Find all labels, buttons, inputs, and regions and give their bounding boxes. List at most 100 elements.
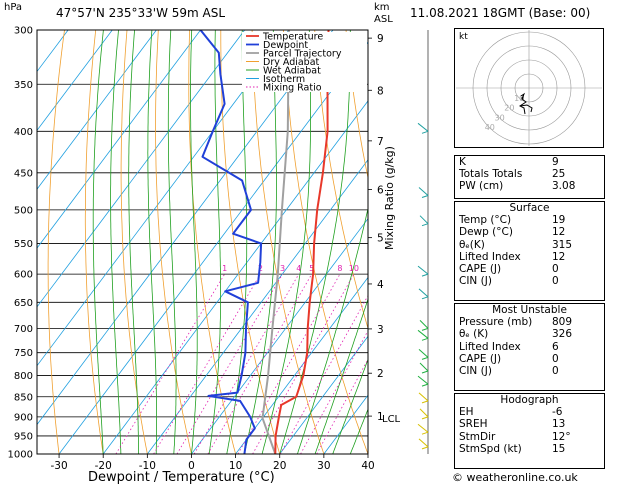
isotherm-line <box>37 30 157 190</box>
wet-adiabat <box>297 206 368 454</box>
wind-barb-flag <box>421 400 429 404</box>
isotherm-line <box>235 276 368 454</box>
km-tick-1: 1 <box>377 411 384 423</box>
wind-barb-flag <box>421 383 429 387</box>
wet-adiabat <box>314 297 368 454</box>
lcl-label: LCL <box>382 414 401 425</box>
index-label: θₑ (K) <box>459 328 489 341</box>
km-tick-6: 6 <box>377 185 384 197</box>
mixing-ratio-line <box>237 273 341 454</box>
legend-entry: Dewpoint <box>263 40 308 51</box>
wind-barb <box>419 320 429 329</box>
mixing-ratio-line <box>193 273 300 454</box>
isotherm-line <box>37 30 69 73</box>
table-row: CIN (J) 0 <box>455 365 604 377</box>
index-label: StmDir <box>459 430 496 443</box>
section-title: Surface <box>509 202 550 215</box>
table-row: SREH 13 <box>455 418 604 430</box>
index-label: Temp (°C) <box>459 214 512 227</box>
parcel-trajectory-line <box>261 30 290 454</box>
pressure-tick-450: 450 <box>14 168 33 179</box>
wind-barb <box>417 265 429 275</box>
pressure-tick-900: 900 <box>14 412 33 423</box>
dry-adiabat <box>84 30 104 454</box>
asl-label: ASL <box>374 14 393 25</box>
table-row: θₑ (K) 326 <box>455 328 604 340</box>
temperature-line <box>274 30 330 454</box>
km-tick-4: 4 <box>377 279 384 291</box>
index-value: -6 <box>552 406 563 419</box>
hodograph-trace <box>519 92 527 115</box>
wind-barb <box>417 329 429 339</box>
index-value: 15 <box>552 442 566 455</box>
temperature-tick-20: 20 <box>273 460 286 472</box>
wind-barb <box>419 215 429 225</box>
index-value: 12 <box>552 226 566 239</box>
pressure-tick-350: 350 <box>14 80 33 91</box>
mixing-ratio-line <box>115 273 225 454</box>
mixing-ratio-line <box>279 294 368 454</box>
index-value: 9 <box>552 156 559 169</box>
dry-adiabat <box>345 30 368 180</box>
table-title-row: Most Unstable <box>455 304 604 316</box>
hodograph-ring-label: 40 <box>485 123 495 132</box>
km-tick-8: 8 <box>377 85 384 97</box>
datetime-title: 11.08.2021 18GMT (Base: 00) <box>410 6 591 20</box>
legend-entry: Wet Adiabat <box>263 66 321 77</box>
dewpoint-line <box>199 30 263 454</box>
most-unstable-box: Most Unstable Pressure (mb) 809 θₑ (K) 326 Li… <box>454 303 605 391</box>
index-value: 0 <box>552 352 559 365</box>
km-tick-9: 9 <box>377 33 384 45</box>
mixing-ratio-line <box>252 273 355 454</box>
km-tick-7: 7 <box>377 136 384 148</box>
wet-adiabat <box>332 358 368 454</box>
pressure-tick-600: 600 <box>14 270 33 281</box>
wind-barb-flag <box>421 356 429 360</box>
index-value: 0 <box>552 263 559 276</box>
mixing-ratio-label-5: 5 <box>309 264 314 273</box>
isotherm-line <box>37 30 201 249</box>
mixing-ratio-label-10: 10 <box>349 264 359 273</box>
dry-adiabat <box>314 30 368 330</box>
table-row: CAPE (J) 0 <box>455 263 604 275</box>
table-row: StmDir 12° <box>455 431 604 443</box>
temperature-tick-40: 40 <box>361 460 374 472</box>
wind-barb-flag <box>421 195 429 198</box>
mixing-ratio-label-15: 15 <box>375 264 385 273</box>
index-label: CIN (J) <box>459 275 492 288</box>
index-value: 12° <box>552 430 571 443</box>
height-unit-label: km ASL <box>374 2 393 26</box>
wet-adiabat <box>167 30 177 454</box>
index-value: 3.08 <box>552 180 576 193</box>
table-row: Dewp (°C) 12 <box>455 226 604 238</box>
wet-adiabat <box>261 30 312 454</box>
temperature-tick--30: -30 <box>50 460 67 472</box>
wind-barb-flag <box>421 446 429 450</box>
legend-entry: Parcel Trajectory <box>263 49 342 60</box>
wet-adiabat <box>190 30 198 454</box>
index-label: CAPE (J) <box>459 263 502 276</box>
pressure-tick-800: 800 <box>14 371 33 382</box>
temperature-tick-30: 30 <box>317 460 330 472</box>
mixing-ratio-label-1: 1 <box>222 264 227 273</box>
table-title-row: Hodograph <box>455 394 604 406</box>
table-title-row: Surface <box>455 202 604 214</box>
index-value: 25 <box>552 168 566 181</box>
legend-entry: Isotherm <box>263 74 305 85</box>
dry-adiabat <box>283 30 368 454</box>
mixing-ratio-line <box>176 273 283 454</box>
mixing-ratio-line <box>316 358 368 454</box>
pressure-tick-500: 500 <box>14 205 33 216</box>
hodograph-ring-label: 20 <box>504 104 514 113</box>
surface-table: Surface Temp (°C) 19 Dewp (°C) 12 θₑ(K) 315 Lif… <box>455 202 604 287</box>
wind-barb-flag <box>421 370 429 374</box>
mixing-ratio-line <box>207 273 313 454</box>
hodograph-params-box: Hodograph EH -6 SREH 13 StmDir 12° StmSpd (kt) 1… <box>454 393 605 469</box>
pressure-tick-1000: 1000 <box>8 450 33 461</box>
index-value: 0 <box>552 365 559 378</box>
wind-barb-flag <box>421 337 429 341</box>
wind-barb <box>419 408 429 418</box>
indices-box: K 9 Totals Totals 25 PW (cm) 3.08 <box>454 155 605 199</box>
